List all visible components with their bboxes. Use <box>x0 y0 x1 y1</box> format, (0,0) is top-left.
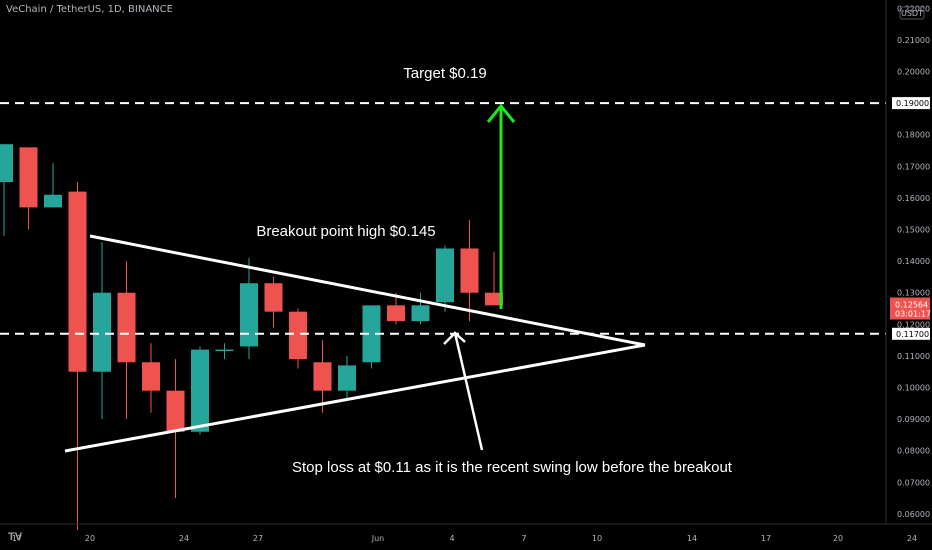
stop-level-tag <box>892 327 930 340</box>
candle-body <box>460 248 479 293</box>
time-tick-label: 24 <box>907 534 917 543</box>
price-tick-label: 0.22000 <box>897 4 930 13</box>
price-tick-label: 0.15000 <box>897 226 930 235</box>
candle-body <box>0 144 13 183</box>
target-level-tag <box>892 97 930 110</box>
price-tick-label: 0.20000 <box>897 68 930 77</box>
target-arrow-head <box>486 103 516 123</box>
symbol-header: VeChain / TetherUS, 1D, BINANCE <box>6 4 173 15</box>
stop-loss-annotation: Stop loss at $0.11 as it is the recent s… <box>292 459 733 476</box>
time-tick-label: 20 <box>833 534 843 543</box>
candle-body <box>19 147 38 208</box>
time-tick-label: 24 <box>179 534 189 543</box>
candle-body <box>68 191 87 372</box>
current-price-tag <box>890 297 930 320</box>
price-tick-label: 0.13000 <box>897 289 930 298</box>
candle-body <box>142 362 160 391</box>
time-tick-label: 10 <box>592 534 602 543</box>
price-tick-label: 0.12000 <box>897 320 930 329</box>
candle-body <box>387 305 405 322</box>
current-price-label: 0.12564 <box>895 300 928 309</box>
price-tick-label: 0.06000 <box>897 510 930 519</box>
candle-body <box>44 194 62 208</box>
candle-body <box>191 349 209 432</box>
candle-body <box>166 390 185 432</box>
time-tick-label: 7 <box>521 534 526 543</box>
time-tick-label: Jun <box>371 534 385 543</box>
price-tick-label: 0.21000 <box>897 36 930 45</box>
price-tick-label: 0.11000 <box>897 352 930 361</box>
candle-body <box>289 311 307 360</box>
triangle-lower-line <box>64 343 646 453</box>
currency-label: USDT <box>901 9 923 18</box>
currency-box <box>899 6 925 20</box>
price-tick-label: 0.18000 <box>897 131 930 140</box>
stop-arrow-head <box>443 331 466 345</box>
time-tick-label: 14 <box>687 534 697 543</box>
price-tick-label: 0.17000 <box>897 162 930 171</box>
breakout-annotation: Breakout point high $0.145 <box>256 223 435 240</box>
candle-body <box>240 283 258 347</box>
time-tick-label: 20 <box>85 534 95 543</box>
target-annotation: Target $0.19 <box>403 65 486 82</box>
target-level-tag-label: 0.19000 <box>896 99 929 108</box>
stop-arrow-shaft <box>453 332 484 451</box>
candle-body <box>411 305 430 322</box>
price-tick-label: 0.16000 <box>897 194 930 203</box>
price-tick-label: 0.08000 <box>897 447 930 456</box>
candle-body <box>93 292 111 372</box>
candle-body <box>362 305 381 363</box>
stop-level-tag-label: 0.11700 <box>896 330 929 339</box>
candle-body <box>264 283 283 312</box>
price-tick-label: 0.14000 <box>897 257 930 266</box>
price-tick-label: 0.07000 <box>897 478 930 487</box>
candle-body <box>338 365 356 391</box>
triangle-upper-line <box>89 234 646 347</box>
time-tick-label: 17 <box>761 534 771 543</box>
time-tick-label: 27 <box>253 534 263 543</box>
candle-body <box>436 248 454 303</box>
candle-body <box>117 292 136 363</box>
time-tick-label: 17 <box>12 534 22 543</box>
candle-body <box>313 362 332 391</box>
price-tick-label: 0.09000 <box>897 415 930 424</box>
price-tick-label: 0.10000 <box>897 384 930 393</box>
tradingview-logo: TV <box>8 531 23 543</box>
candle-body <box>485 292 503 306</box>
candle-body <box>215 349 234 352</box>
countdown-label: 03:01:17 <box>895 309 931 318</box>
time-tick-label: 4 <box>449 534 454 543</box>
